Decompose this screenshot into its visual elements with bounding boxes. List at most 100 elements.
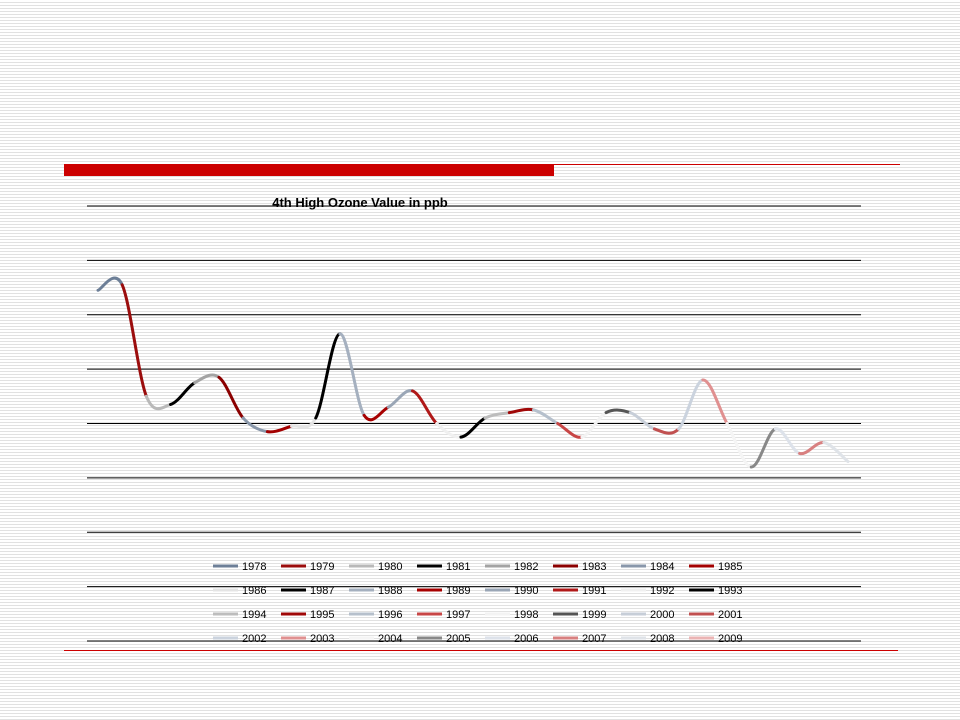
- legend-label: 2001: [718, 609, 742, 621]
- legend-item-1995: 1995: [281, 609, 334, 621]
- legend-item-2008: 2008: [621, 633, 674, 645]
- series-line-2002: [677, 378, 705, 431]
- legend-label: 1985: [718, 561, 742, 573]
- series-line-1986: [290, 416, 318, 429]
- legend-item-1993: 1993: [689, 585, 742, 597]
- chart-legend: 1978 1979 1980 1981 1982 1983 1984 1985 1986 1987…: [213, 561, 742, 645]
- legend-item-2006: 2006: [485, 633, 538, 645]
- legend-item-1984: 1984: [621, 561, 674, 573]
- chart-plot-area: [96, 276, 850, 469]
- legend-item-2005: 2005: [417, 633, 470, 645]
- legend-item-2001: 2001: [689, 609, 742, 621]
- series-line-2001: [652, 427, 681, 435]
- legend-label: 2003: [310, 633, 334, 645]
- series-line-1997: [556, 422, 584, 439]
- series-line-1995: [507, 407, 535, 415]
- legend-item-2009: 2009: [689, 633, 742, 645]
- legend-label: 1986: [242, 585, 266, 597]
- series-line-1991: [411, 389, 439, 425]
- legend-label: 1982: [514, 561, 538, 573]
- legend-item-1981: 1981: [417, 561, 470, 573]
- legend-label: 1997: [446, 609, 470, 621]
- legend-item-2004: 2004: [349, 633, 402, 645]
- legend-label: 1998: [514, 609, 538, 621]
- legend-label: 1993: [718, 585, 742, 597]
- legend-item-2007: 2007: [553, 633, 606, 645]
- legend-item-1997: 1997: [417, 609, 470, 621]
- series-line-2005: [749, 427, 777, 469]
- legend-label: 2008: [650, 633, 674, 645]
- legend-label: 2002: [242, 633, 266, 645]
- slide-accent-bar: [64, 164, 554, 176]
- series-line-2003: [701, 378, 729, 425]
- legend-label: 1987: [310, 585, 334, 597]
- series-line-1978: [96, 276, 124, 292]
- legend-label: 1995: [310, 609, 334, 621]
- legend-item-1990: 1990: [485, 585, 538, 597]
- legend-label: 2004: [378, 633, 402, 645]
- series-line-1996: [531, 408, 560, 425]
- legend-item-1994: 1994: [213, 609, 266, 621]
- legend-label: 1981: [446, 561, 470, 573]
- legend-item-1991: 1991: [553, 585, 606, 597]
- legend-label: 1996: [378, 609, 402, 621]
- legend-item-2000: 2000: [621, 609, 674, 621]
- legend-label: 1989: [446, 585, 470, 597]
- legend-item-1979: 1979: [281, 561, 334, 573]
- legend-item-1985: 1985: [689, 561, 742, 573]
- legend-label: 1999: [582, 609, 606, 621]
- series-line-1982: [193, 373, 221, 385]
- legend-label: 2007: [582, 633, 606, 645]
- legend-item-1978: 1978: [213, 561, 266, 573]
- legend-item-2002: 2002: [213, 633, 266, 645]
- series-line-2000: [628, 411, 656, 431]
- series-line-1999: [604, 408, 632, 415]
- legend-label: 1988: [378, 585, 402, 597]
- legend-item-1996: 1996: [349, 609, 402, 621]
- legend-item-1998: 1998: [485, 609, 538, 621]
- legend-item-1983: 1983: [553, 561, 606, 573]
- legend-label: 1991: [582, 585, 606, 597]
- legend-item-1982: 1982: [485, 561, 538, 573]
- series-line-1983: [217, 375, 245, 420]
- slide-bottom-line: [64, 650, 898, 651]
- series-line-2008: [822, 441, 850, 464]
- legend-item-1988: 1988: [349, 585, 402, 597]
- legend-item-1989: 1989: [417, 585, 470, 597]
- series-line-1992: [435, 422, 463, 439]
- legend-label: 1980: [378, 561, 402, 573]
- series-line-1993: [459, 416, 487, 439]
- series-line-2007: [798, 441, 826, 456]
- series-line-1979: [120, 283, 148, 398]
- series-line-1989: [362, 405, 390, 422]
- legend-item-1980: 1980: [349, 561, 402, 573]
- series-line-1980: [144, 394, 173, 411]
- series-line-1990: [386, 389, 415, 409]
- legend-label: 2000: [650, 609, 674, 621]
- legend-label: 2009: [718, 633, 742, 645]
- legend-item-2003: 2003: [281, 633, 334, 645]
- legend-label: 1994: [242, 609, 266, 621]
- series-line-1988: [338, 332, 366, 417]
- series-line-1998: [580, 411, 608, 439]
- slide-accent-line: [554, 164, 900, 165]
- legend-label: 1979: [310, 561, 334, 573]
- legend-label: 1992: [650, 585, 674, 597]
- legend-item-1986: 1986: [213, 585, 266, 597]
- legend-item-1999: 1999: [553, 609, 606, 621]
- series-line-2004: [725, 422, 753, 469]
- legend-label: 1990: [514, 585, 538, 597]
- series-line-1985: [265, 424, 294, 434]
- legend-label: 2006: [514, 633, 538, 645]
- legend-label: 1984: [650, 561, 674, 573]
- legend-item-1987: 1987: [281, 585, 334, 597]
- series-line-1981: [169, 381, 197, 406]
- series-line-2006: [773, 427, 802, 455]
- chart-gridlines: [87, 205, 861, 642]
- legend-label: 1978: [242, 561, 266, 573]
- legend-label: 1983: [582, 561, 606, 573]
- series-line-1987: [314, 332, 342, 420]
- chart-title: 4th High Ozone Value in ppb: [272, 195, 448, 210]
- series-line-1984: [241, 416, 269, 434]
